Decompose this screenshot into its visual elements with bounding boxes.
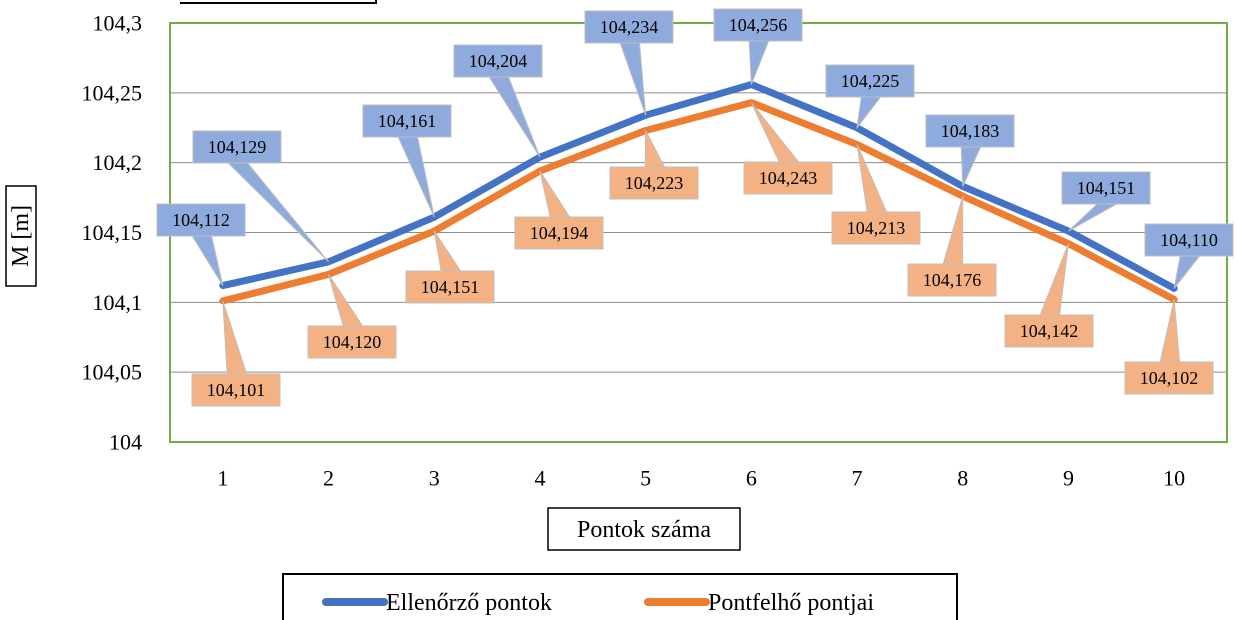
data-label-text: 104,176: [923, 270, 982, 290]
data-label-callout: 104,183: [925, 114, 1015, 187]
data-label-text: 104,110: [1160, 230, 1218, 250]
x-tick-label: 5: [640, 466, 651, 491]
legend-label-pontfelho: Pontfelhő pontjai: [708, 590, 874, 616]
data-label-callout: 104,225: [825, 64, 915, 130]
x-axis-title: Pontok száma: [547, 507, 741, 551]
data-label-text: 104,151: [421, 277, 480, 297]
data-label-callout: 104,161: [362, 104, 452, 218]
y-tick-label: 104,25: [82, 80, 143, 105]
x-tick-label: 1: [217, 466, 228, 491]
data-label-callout: 104,213: [831, 144, 921, 245]
y-tick-label: 104,15: [82, 220, 143, 245]
x-tick-label: 9: [1063, 466, 1074, 491]
data-label-text: 104,225: [841, 71, 900, 91]
data-label-callout: 104,204: [453, 44, 543, 158]
data-label-callout: 104,243: [743, 102, 833, 195]
data-label-text: 104,101: [207, 380, 266, 400]
data-label-text: 104,120: [323, 332, 382, 352]
data-label-text: 104,112: [172, 210, 230, 230]
data-label-text: 104,151: [1077, 178, 1136, 198]
legend: Ellenőrző pontok Pontfelhő pontjai: [282, 573, 958, 620]
y-tick-label: 104,2: [93, 150, 143, 175]
data-label-text: 104,256: [729, 15, 788, 35]
x-tick-label: 4: [534, 466, 545, 491]
x-axis-title-text: Pontok száma: [577, 517, 711, 543]
data-label-text: 104,129: [208, 137, 267, 157]
data-label-callout: 104,151: [1061, 171, 1151, 232]
y-tick-label: 104,3: [93, 11, 143, 36]
y-axis-title-text: M [m]: [8, 205, 34, 267]
data-label-callout: 104,176: [907, 196, 997, 297]
x-tick-label: 3: [429, 466, 440, 491]
chart-title-box: [180, 0, 377, 4]
data-label-callout: 104,110: [1144, 223, 1234, 289]
data-label-text: 104,183: [941, 121, 1000, 141]
data-label-text: 104,204: [469, 51, 528, 71]
data-label-callout: 104,129: [192, 130, 329, 263]
x-tick-label: 2: [323, 466, 334, 491]
x-tick-label: 10: [1163, 466, 1185, 491]
data-label-callout: 104,256: [713, 8, 803, 85]
data-label-text: 104,213: [847, 218, 906, 238]
data-label-text: 104,223: [625, 173, 684, 193]
y-axis-title: M [m]: [5, 185, 37, 287]
series-line-2: [219, 99, 1178, 305]
x-tick-label: 8: [957, 466, 968, 491]
data-label-callout: 104,142: [1004, 243, 1094, 348]
data-label-callout: 104,194: [514, 170, 604, 250]
data-label-callout: 104,101: [191, 300, 281, 407]
data-label-callout: 104,223: [609, 130, 699, 200]
y-tick-label: 104: [109, 430, 142, 455]
data-label-callout: 104,112: [156, 203, 246, 286]
data-label-text: 104,243: [759, 168, 818, 188]
y-tick-label: 104,1: [93, 290, 143, 315]
legend-label-ellenorzo: Ellenőrző pontok: [386, 590, 552, 616]
data-label-callout: 104,151: [405, 230, 495, 304]
y-tick-label: 104,05: [82, 360, 143, 385]
data-label-callout: 104,120: [307, 274, 397, 359]
data-label-text: 104,161: [378, 111, 437, 131]
data-label-text: 104,102: [1140, 368, 1199, 388]
data-label-callout: 104,234: [584, 10, 674, 116]
data-label-text: 104,234: [600, 17, 659, 37]
series-line-1: [219, 81, 1178, 292]
data-label-text: 104,142: [1020, 321, 1079, 341]
x-tick-label: 6: [746, 466, 757, 491]
data-label-callout: 104,102: [1124, 299, 1214, 395]
data-label-text: 104,194: [530, 223, 589, 243]
x-tick-label: 7: [852, 466, 863, 491]
